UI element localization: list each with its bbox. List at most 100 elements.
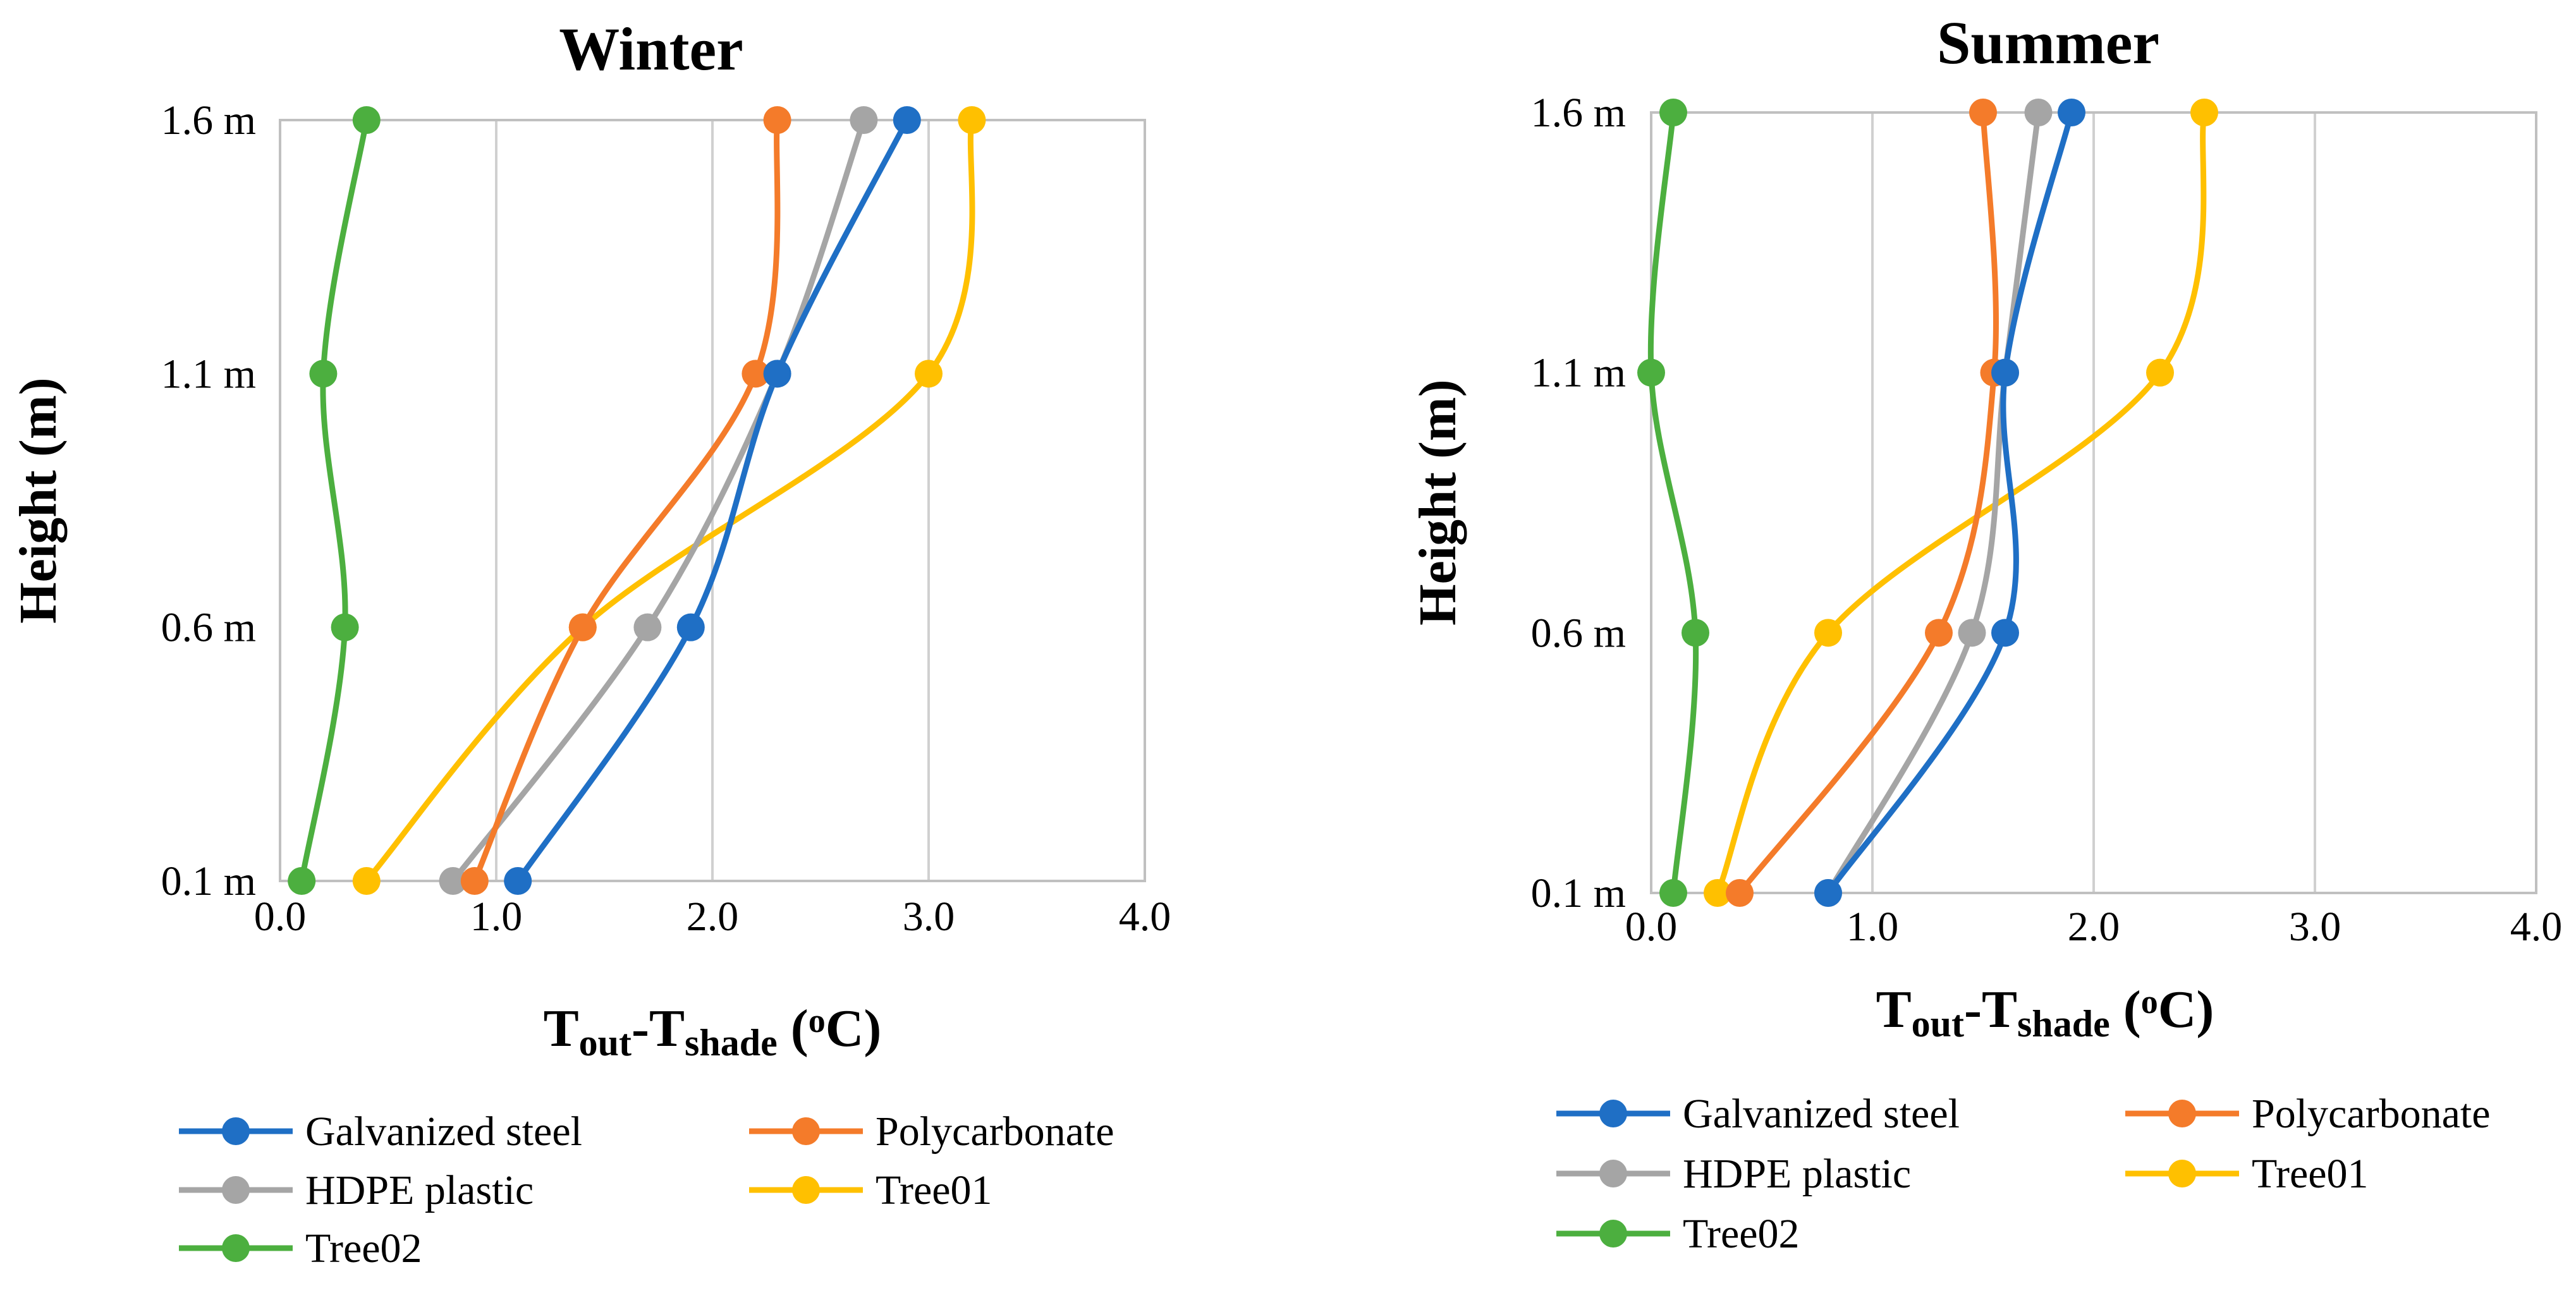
legend-marker	[792, 1117, 820, 1145]
legend: Galvanized steel Polycarbonate HDPE plasti…	[1556, 1091, 2491, 1257]
data-point	[893, 106, 921, 134]
data-point	[1958, 619, 1986, 647]
data-point	[1991, 358, 2019, 387]
y-axis-label: Height (m)	[1408, 379, 1467, 626]
gridlines	[279, 120, 1146, 881]
y-tick-labels: 0.1 m 0.6 m 1.1 m 1.6 m	[161, 97, 256, 904]
x-tick-label: 3.0	[2289, 904, 2341, 950]
series-line-tree02	[1647, 112, 1699, 894]
series-line-polycarbonate	[1737, 112, 1999, 895]
x-tick-label: 4.0	[1119, 894, 1171, 940]
legend-item: Tree02	[1556, 1211, 1800, 1257]
data-point	[1726, 879, 1754, 907]
data-point	[1814, 619, 1842, 647]
legend-label: Polycarbonate	[2252, 1091, 2491, 1137]
y-tick-label: 1.6 m	[1531, 90, 1626, 136]
data-point	[2058, 99, 2085, 126]
y-tick-label: 0.1 m	[1531, 870, 1626, 916]
series-lines	[288, 106, 986, 895]
x-tick-label: 0.0	[1625, 904, 1678, 950]
data-point	[2146, 358, 2174, 387]
data-point	[504, 867, 532, 895]
y-tick-label: 1.1 m	[161, 351, 256, 397]
legend-item: Tree01	[749, 1167, 992, 1213]
data-point	[1991, 619, 2019, 647]
data-point	[958, 106, 986, 134]
x-tick-label: 0.0	[254, 894, 307, 940]
y-tick-label: 0.1 m	[161, 858, 256, 904]
data-point	[742, 360, 770, 388]
x-tick-label: 2.0	[687, 894, 739, 940]
gridlines	[1650, 112, 2537, 893]
legend-label: Tree02	[1683, 1211, 1800, 1257]
data-point	[633, 613, 662, 641]
data-point	[331, 613, 359, 641]
legend-item: Polycarbonate	[749, 1108, 1114, 1155]
series-line-tree02	[298, 119, 370, 882]
x-tick-labels: 0.0 1.0 2.0 3.0 4.0	[254, 894, 1171, 940]
legend-marker	[222, 1234, 250, 1262]
x-tick-label: 3.0	[903, 894, 955, 940]
legend-marker	[1599, 1100, 1627, 1127]
data-point	[1704, 879, 1731, 907]
plot-frame	[279, 119, 1146, 882]
data-point	[850, 106, 878, 134]
x-axis-label: Tout-Tshade (oC)	[544, 999, 882, 1064]
legend-item: HDPE plastic	[179, 1167, 534, 1213]
summer-chart: Summer 0.0 1.0 2.0 3.0 4.0 0.1 m 0.6 m 1.1 m 1.…	[1408, 9, 2562, 1257]
y-tick-labels: 0.1 m 0.6 m 1.1 m 1.6 m	[1531, 90, 1626, 916]
series-line-hdpe-plastic	[1826, 112, 2041, 895]
x-tick-label: 4.0	[2510, 904, 2563, 950]
y-tick-label: 1.6 m	[161, 97, 256, 143]
legend-marker	[222, 1176, 250, 1204]
data-point	[309, 360, 338, 388]
legend: Galvanized steel Polycarbonate HDPE plasti…	[179, 1108, 1114, 1272]
data-point	[763, 106, 791, 134]
x-axis-label: Tout-Tshade (oC)	[1876, 980, 2214, 1045]
data-point	[352, 867, 381, 895]
legend-label: Tree01	[876, 1167, 992, 1213]
data-point	[1659, 99, 1687, 126]
data-point	[676, 613, 705, 641]
legend-marker	[792, 1176, 820, 1204]
data-point	[1682, 619, 1709, 647]
series-lines	[1637, 99, 2218, 907]
legend-marker	[2168, 1160, 2196, 1187]
x-tick-label: 1.0	[1847, 904, 1899, 950]
legend-label: HDPE plastic	[1683, 1151, 1911, 1197]
legend-marker	[222, 1117, 250, 1145]
y-axis-label: Height (m)	[9, 377, 68, 624]
legend-item: HDPE plastic	[1556, 1151, 1911, 1197]
y-tick-label: 0.6 m	[161, 605, 256, 651]
y-tick-label: 1.1 m	[1531, 350, 1626, 396]
legend-label: Tree02	[305, 1225, 422, 1272]
data-point	[1814, 879, 1842, 907]
chart-title: Winter	[559, 15, 743, 83]
y-tick-label: 0.6 m	[1531, 610, 1626, 656]
winter-chart: Winter 0.0 1.0 2.0 3.0 4.0 0.1 m 0.6 m 1.1 m 1.…	[9, 15, 1171, 1272]
data-point	[439, 867, 467, 895]
data-point	[1659, 879, 1687, 907]
legend-item: Tree02	[179, 1225, 422, 1272]
legend-label: HDPE plastic	[305, 1167, 534, 1213]
series-line-galvanized-steel	[515, 118, 910, 883]
series-line-hdpe-plastic	[451, 119, 867, 883]
data-point	[288, 867, 316, 895]
legend-marker	[2168, 1100, 2196, 1127]
legend-label: Polycarbonate	[876, 1108, 1114, 1155]
data-point	[352, 106, 381, 134]
x-tick-label: 2.0	[2068, 904, 2120, 950]
x-tick-labels: 0.0 1.0 2.0 3.0 4.0	[1625, 904, 2563, 950]
legend-item: Tree01	[2125, 1151, 2369, 1197]
series-line-tree01	[1714, 112, 2207, 894]
data-point	[1969, 99, 1997, 126]
series-line-tree01	[364, 119, 975, 883]
plot-frame	[1650, 111, 2537, 894]
legend-marker	[1599, 1160, 1627, 1187]
data-point	[460, 867, 489, 895]
chart-title: Summer	[1937, 9, 2159, 76]
data-point	[2024, 99, 2053, 126]
legend-marker	[1599, 1220, 1627, 1247]
legend-item: Galvanized steel	[179, 1108, 582, 1155]
